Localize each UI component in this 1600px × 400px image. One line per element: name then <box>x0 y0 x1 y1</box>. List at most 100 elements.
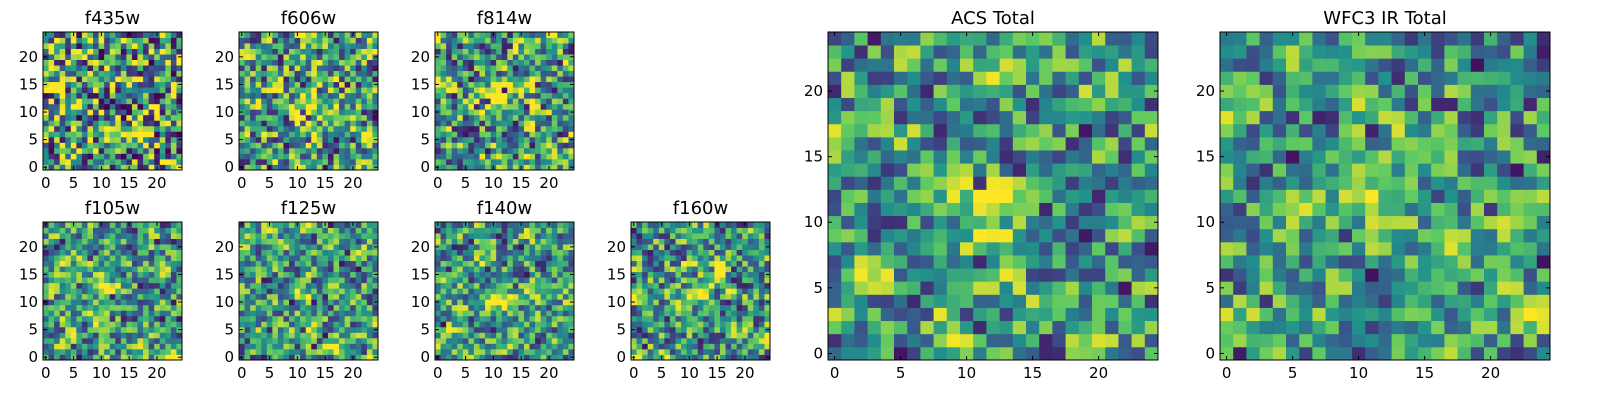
heatmap-cell <box>59 227 66 234</box>
heatmap-cell <box>277 266 284 273</box>
heatmap-cell <box>289 310 295 317</box>
heatmap-cell <box>294 310 301 317</box>
heatmap-cell <box>557 332 564 339</box>
heatmap-cell <box>490 136 497 143</box>
heatmap-cell <box>446 98 453 105</box>
heatmap-cell <box>70 158 77 165</box>
heatmap-cell <box>165 43 172 49</box>
heatmap-cell <box>719 348 726 355</box>
heatmap-cell <box>289 147 295 154</box>
heatmap-cell <box>507 260 514 267</box>
heatmap-cell <box>435 255 441 262</box>
heatmap-cell <box>283 271 290 278</box>
heatmap-cell <box>764 332 771 339</box>
heatmap-cell <box>1052 294 1066 308</box>
heatmap-cell <box>636 288 643 295</box>
heatmap-cell <box>894 150 908 164</box>
heatmap-cell <box>507 136 514 143</box>
heatmap-cell <box>512 125 519 132</box>
heatmap-cell <box>143 299 150 306</box>
heatmap-cell <box>289 271 295 278</box>
heatmap-cell <box>535 114 542 121</box>
heatmap-cell <box>70 343 77 350</box>
heatmap-cell <box>250 304 257 311</box>
heatmap-cell <box>933 281 948 295</box>
heatmap-cell <box>462 48 469 55</box>
heatmap-cell <box>867 281 882 295</box>
heatmap-cell <box>697 343 704 350</box>
heatmap-cell <box>70 293 77 300</box>
heatmap-cell <box>255 114 262 121</box>
heatmap-cell <box>479 288 486 295</box>
heatmap-cell <box>93 293 99 300</box>
heatmap-cell <box>59 136 66 143</box>
heatmap-cell <box>170 136 177 143</box>
heatmap-cell <box>361 310 368 317</box>
heatmap-cell <box>131 98 138 105</box>
heatmap-cell <box>81 37 88 44</box>
heatmap-cell <box>311 266 318 273</box>
heatmap-cell <box>339 354 346 361</box>
heatmap-cell <box>479 249 486 256</box>
heatmap-cell <box>664 288 671 295</box>
heatmap-cell <box>170 249 177 256</box>
heatmap-cell <box>828 307 842 322</box>
heatmap-cell <box>529 354 536 361</box>
heatmap-cell <box>43 142 49 149</box>
heatmap-cell <box>137 277 144 284</box>
heatmap-cell <box>485 153 491 160</box>
heatmap-cell <box>81 125 88 132</box>
heatmap-cell <box>451 114 458 121</box>
heatmap-cell <box>131 249 138 256</box>
heatmap-cell <box>647 277 654 284</box>
heatmap-cell <box>479 120 486 127</box>
heatmap-cell <box>148 109 155 116</box>
heatmap-cell <box>143 153 150 160</box>
heatmap-cell <box>327 164 334 171</box>
heatmap-cell <box>344 65 351 72</box>
heatmap-cell <box>143 326 150 333</box>
heatmap-cell <box>266 277 273 284</box>
heatmap-cell <box>535 98 542 105</box>
heatmap-cell <box>339 282 346 289</box>
heatmap-cell <box>148 337 155 344</box>
heatmap-cell <box>311 332 318 339</box>
heatmap-cell <box>736 304 743 311</box>
heatmap-cell <box>170 299 177 306</box>
heatmap-cell <box>93 354 99 361</box>
heatmap-cell <box>920 202 934 217</box>
heatmap-cell <box>176 348 183 355</box>
heatmap-cell <box>300 125 307 132</box>
heatmap-cell <box>435 131 441 138</box>
heatmap-cell <box>120 343 127 350</box>
heatmap-cell <box>266 238 273 245</box>
heatmap-cell <box>289 43 295 49</box>
heatmap-cell <box>294 125 301 132</box>
heatmap-cell <box>557 354 564 361</box>
heatmap-cell <box>725 222 732 228</box>
heatmap-cell <box>316 337 323 344</box>
heatmap-cell <box>154 282 161 289</box>
heatmap-cell <box>725 299 732 306</box>
heatmap-cell <box>120 114 127 121</box>
heatmap-cell <box>361 299 368 306</box>
heatmap-cell <box>311 277 318 284</box>
heatmap-cell <box>81 76 88 83</box>
heatmap-cell <box>686 255 693 262</box>
heatmap-cell <box>518 125 525 132</box>
heatmap-cell <box>176 43 183 49</box>
heatmap-cell <box>529 326 536 333</box>
heatmap-cell <box>305 222 312 228</box>
heatmap-cell <box>120 103 127 110</box>
heatmap-cell <box>920 333 934 348</box>
heatmap-cell <box>305 125 312 132</box>
heatmap-cell <box>664 238 671 245</box>
heatmap-cell <box>361 48 368 55</box>
heatmap-cell <box>244 299 251 306</box>
heatmap-cell <box>294 227 301 234</box>
heatmap-cell <box>973 176 987 190</box>
heatmap-cell <box>562 43 569 49</box>
heatmap-cell <box>137 136 144 143</box>
heatmap-cell <box>440 147 447 154</box>
